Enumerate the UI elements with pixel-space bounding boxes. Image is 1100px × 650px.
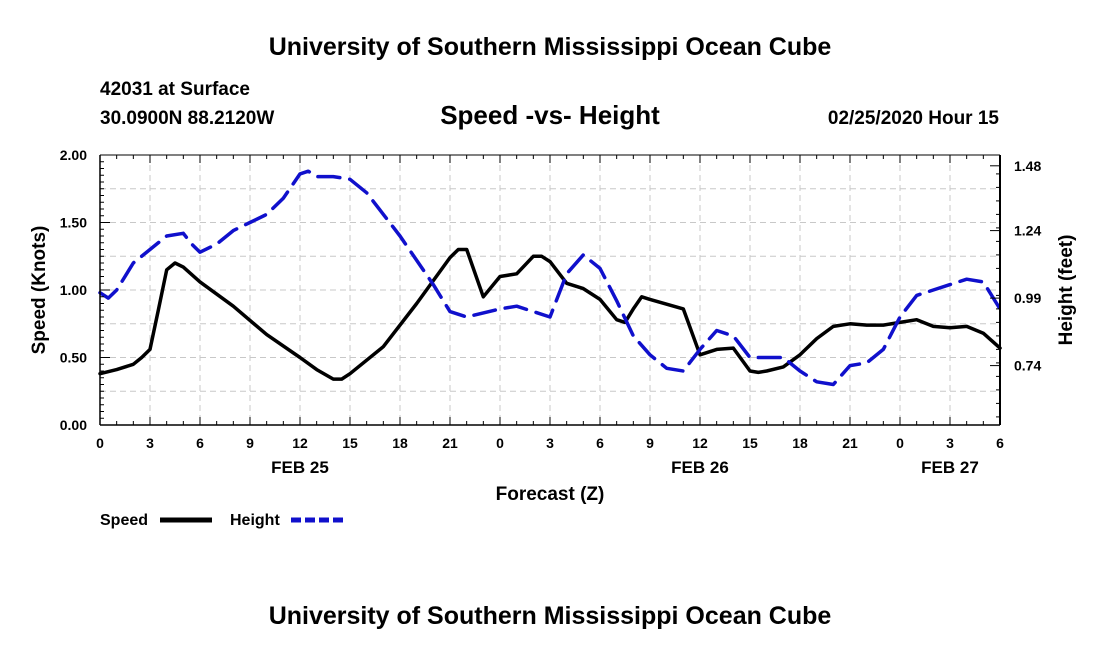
x-tick-label: 12 bbox=[292, 435, 308, 451]
footer-title: University of Southern Mississippi Ocean… bbox=[269, 602, 832, 630]
x-tick-label: 3 bbox=[146, 435, 154, 451]
x-axis-label: Forecast (Z) bbox=[496, 484, 605, 505]
x-tick-label: 9 bbox=[246, 435, 254, 451]
date-label: FEB 25 bbox=[271, 458, 329, 477]
y-tick-label-right: 1.48 bbox=[1014, 158, 1041, 174]
coordinates-label: 30.0900N 88.2120W bbox=[100, 108, 274, 129]
x-tick-label: 18 bbox=[392, 435, 408, 451]
grid bbox=[100, 155, 1000, 425]
x-tick-label: 15 bbox=[742, 435, 758, 451]
x-tick-label: 3 bbox=[946, 435, 954, 451]
x-tick-label: 18 bbox=[792, 435, 808, 451]
y-tick-label-right: 1.24 bbox=[1014, 223, 1041, 239]
series-line-speed bbox=[98, 247, 1002, 381]
legend: Speed Height bbox=[100, 512, 343, 529]
station-label: 42031 at Surface bbox=[100, 79, 250, 100]
date-label: FEB 27 bbox=[921, 458, 979, 477]
x-tick-label: 21 bbox=[442, 435, 458, 451]
y-tick-label-left: 2.00 bbox=[60, 147, 87, 163]
axes: 0 3 6 9 12 15 18 21 0 3 6 9 12 15 18 21 0 3 6 FEB 25 FEB 26 F… bbox=[60, 147, 1042, 477]
series-group bbox=[98, 169, 1002, 387]
x-tick-label: 9 bbox=[646, 435, 654, 451]
y-tick-label-right: 0.74 bbox=[1014, 358, 1041, 374]
y-tick-label-left: 0.50 bbox=[60, 350, 87, 366]
x-tick-label: 12 bbox=[692, 435, 708, 451]
page-title: University of Southern Mississippi Ocean… bbox=[269, 33, 832, 61]
datetime-label: 02/25/2020 Hour 15 bbox=[828, 108, 1000, 129]
x-tick-label: 15 bbox=[342, 435, 358, 451]
date-label: FEB 26 bbox=[671, 458, 729, 477]
legend-height-label: Height bbox=[230, 512, 280, 529]
series-line-height bbox=[98, 169, 1002, 387]
y-axis-label-left: Speed (Knots) bbox=[29, 226, 50, 355]
y-tick-label-right: 0.99 bbox=[1014, 290, 1041, 306]
x-tick-label: 6 bbox=[996, 435, 1004, 451]
x-tick-label: 3 bbox=[546, 435, 554, 451]
x-tick-label: 6 bbox=[596, 435, 604, 451]
y-axis-label-right: Height (feet) bbox=[1056, 235, 1077, 346]
y-tick-label-left: 1.00 bbox=[60, 282, 87, 298]
x-tick-label: 21 bbox=[842, 435, 858, 451]
y-tick-label-left: 1.50 bbox=[60, 215, 87, 231]
legend-speed-label: Speed bbox=[100, 512, 148, 529]
x-tick-label: 0 bbox=[896, 435, 904, 451]
x-tick-label: 0 bbox=[96, 435, 104, 451]
x-tick-label: 6 bbox=[196, 435, 204, 451]
y-tick-label-left: 0.00 bbox=[60, 417, 87, 433]
x-tick-label: 0 bbox=[496, 435, 504, 451]
chart-title: Speed -vs- Height bbox=[440, 100, 660, 130]
